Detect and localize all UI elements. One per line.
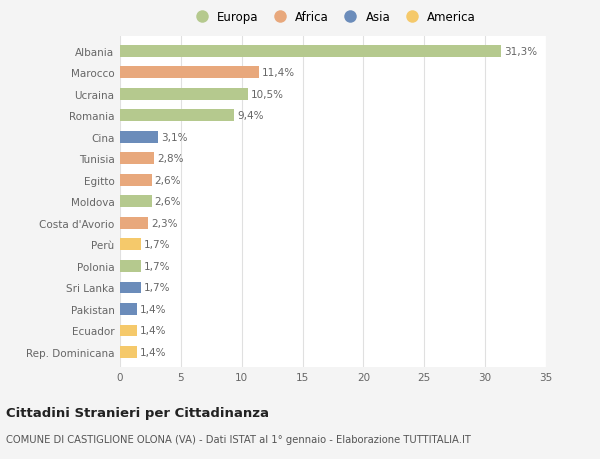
Legend: Europa, Africa, Asia, America: Europa, Africa, Asia, America bbox=[190, 11, 476, 24]
Bar bbox=[120, 110, 235, 122]
Text: COMUNE DI CASTIGLIONE OLONA (VA) - Dati ISTAT al 1° gennaio - Elaborazione TUTTI: COMUNE DI CASTIGLIONE OLONA (VA) - Dati … bbox=[6, 434, 471, 444]
Text: 1,7%: 1,7% bbox=[144, 283, 170, 293]
Text: 1,4%: 1,4% bbox=[140, 326, 167, 336]
Text: 2,6%: 2,6% bbox=[155, 197, 181, 207]
Text: 1,7%: 1,7% bbox=[144, 240, 170, 250]
Bar bbox=[120, 67, 259, 79]
Text: 2,3%: 2,3% bbox=[151, 218, 178, 229]
Bar bbox=[120, 218, 148, 230]
Text: 2,6%: 2,6% bbox=[155, 175, 181, 185]
Text: 1,4%: 1,4% bbox=[140, 347, 167, 357]
Bar bbox=[120, 46, 501, 58]
Text: 31,3%: 31,3% bbox=[504, 47, 537, 57]
Text: 2,8%: 2,8% bbox=[157, 154, 184, 164]
Bar bbox=[120, 282, 140, 294]
Bar bbox=[120, 174, 152, 186]
Text: 1,4%: 1,4% bbox=[140, 304, 167, 314]
Text: 3,1%: 3,1% bbox=[161, 133, 187, 143]
Text: 1,7%: 1,7% bbox=[144, 261, 170, 271]
Bar bbox=[120, 153, 154, 165]
Bar bbox=[120, 132, 158, 144]
Text: 11,4%: 11,4% bbox=[262, 68, 295, 78]
Bar bbox=[120, 303, 137, 315]
Text: 10,5%: 10,5% bbox=[251, 90, 284, 100]
Bar bbox=[120, 260, 140, 272]
Bar bbox=[120, 239, 140, 251]
Bar bbox=[120, 325, 137, 336]
Bar bbox=[120, 89, 248, 101]
Text: Cittadini Stranieri per Cittadinanza: Cittadini Stranieri per Cittadinanza bbox=[6, 406, 269, 419]
Bar bbox=[120, 346, 137, 358]
Text: 9,4%: 9,4% bbox=[238, 111, 264, 121]
Bar bbox=[120, 196, 152, 208]
